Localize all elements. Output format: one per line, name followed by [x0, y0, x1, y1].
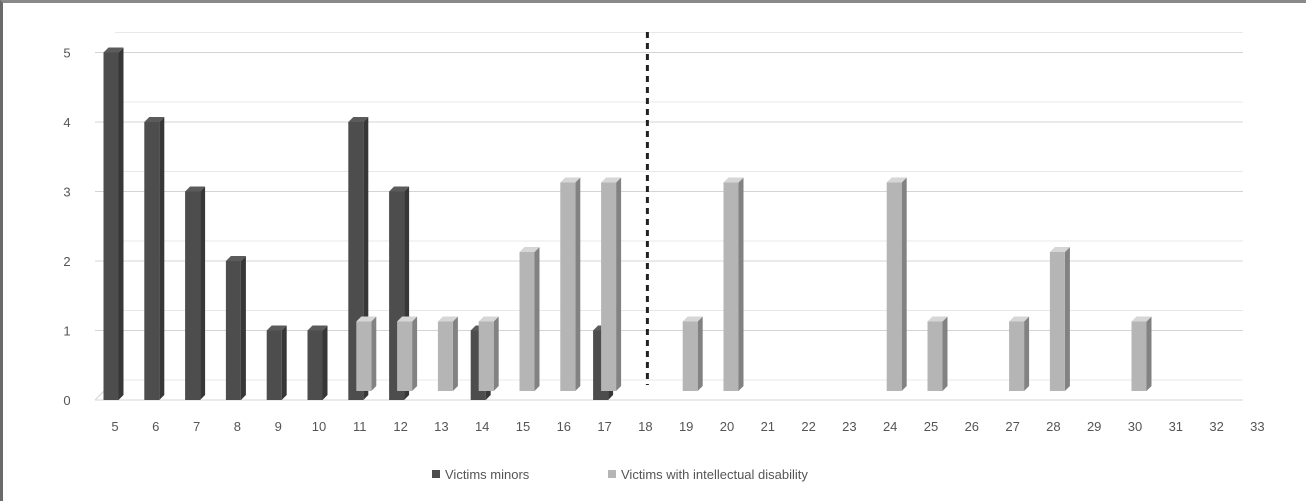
legend-label: Victims with intellectual disability [621, 467, 808, 482]
x-tick-label: 18 [638, 419, 652, 434]
legend-swatch [608, 470, 616, 478]
x-tick-label: 15 [516, 419, 530, 434]
x-tick-label: 9 [275, 419, 282, 434]
x-tick-label: 25 [924, 419, 938, 434]
bar-victims-minors [185, 186, 206, 400]
x-tick-label: 24 [883, 419, 897, 434]
y-tick-label: 5 [63, 46, 70, 61]
x-tick-label: 27 [1005, 419, 1019, 434]
bar-victims-intellectual-disability [1049, 247, 1070, 391]
bar-victims-intellectual-disability [356, 316, 377, 391]
bar-victims-intellectual-disability [437, 316, 458, 391]
legend-swatch [432, 470, 440, 478]
legend-label: Victims minors [445, 467, 530, 482]
bar-victims-intellectual-disability [682, 316, 703, 391]
bar-victims-intellectual-disability [1131, 316, 1152, 391]
x-tick-label: 5 [111, 419, 118, 434]
bars [103, 47, 1152, 400]
x-tick-label: 6 [152, 419, 159, 434]
bar-victims-intellectual-disability [478, 316, 499, 391]
x-tick-label: 13 [434, 419, 448, 434]
x-tick-label: 14 [475, 419, 489, 434]
y-tick-label: 1 [63, 324, 70, 339]
bar-victims-minors [225, 256, 246, 400]
x-tick-label: 16 [557, 419, 571, 434]
x-tick-label: 7 [193, 419, 200, 434]
bar-victims-intellectual-disability [723, 177, 744, 391]
x-tick-label: 19 [679, 419, 693, 434]
x-axis-ticks: 5 6 7 8 9 10 11 12 13 14 15 16 17 18 19 20 21 22 23 24 25 26 2… [111, 419, 1264, 434]
x-tick-label: 32 [1209, 419, 1223, 434]
x-tick-label: 10 [312, 419, 326, 434]
bar-victims-intellectual-disability [927, 316, 948, 391]
x-tick-label: 22 [801, 419, 815, 434]
x-tick-label: 29 [1087, 419, 1101, 434]
x-tick-label: 31 [1169, 419, 1183, 434]
legend: Victims minors Victims with intellectual … [432, 467, 808, 482]
bar-victims-intellectual-disability [560, 177, 581, 391]
x-tick-label: 17 [597, 419, 611, 434]
bar-victims-intellectual-disability [397, 316, 418, 391]
y-tick-label: 3 [63, 185, 70, 200]
bar-victims-minors [103, 47, 124, 400]
x-tick-label: 30 [1128, 419, 1142, 434]
x-tick-label: 23 [842, 419, 856, 434]
x-tick-label: 28 [1046, 419, 1060, 434]
bar-victims-minors [144, 117, 165, 400]
x-tick-label: 21 [761, 419, 775, 434]
x-tick-label: 8 [234, 419, 241, 434]
bar-victims-intellectual-disability [519, 247, 540, 391]
bar-victims-intellectual-disability [1009, 316, 1030, 391]
y-tick-label: 4 [63, 115, 70, 130]
bar-victims-minors [266, 325, 287, 400]
y-tick-label: 2 [63, 254, 70, 269]
bar-victims-minors [307, 325, 328, 400]
x-tick-label: 26 [965, 419, 979, 434]
y-tick-label: 0 [63, 393, 70, 408]
y-axis-ticks: 0 1 2 3 4 5 [63, 46, 70, 409]
bar-victims-intellectual-disability [601, 177, 622, 391]
x-tick-label: 20 [720, 419, 734, 434]
x-tick-label: 12 [393, 419, 407, 434]
x-tick-label: 11 [353, 419, 367, 434]
x-tick-label: 33 [1250, 419, 1264, 434]
bar-victims-intellectual-disability [886, 177, 907, 391]
